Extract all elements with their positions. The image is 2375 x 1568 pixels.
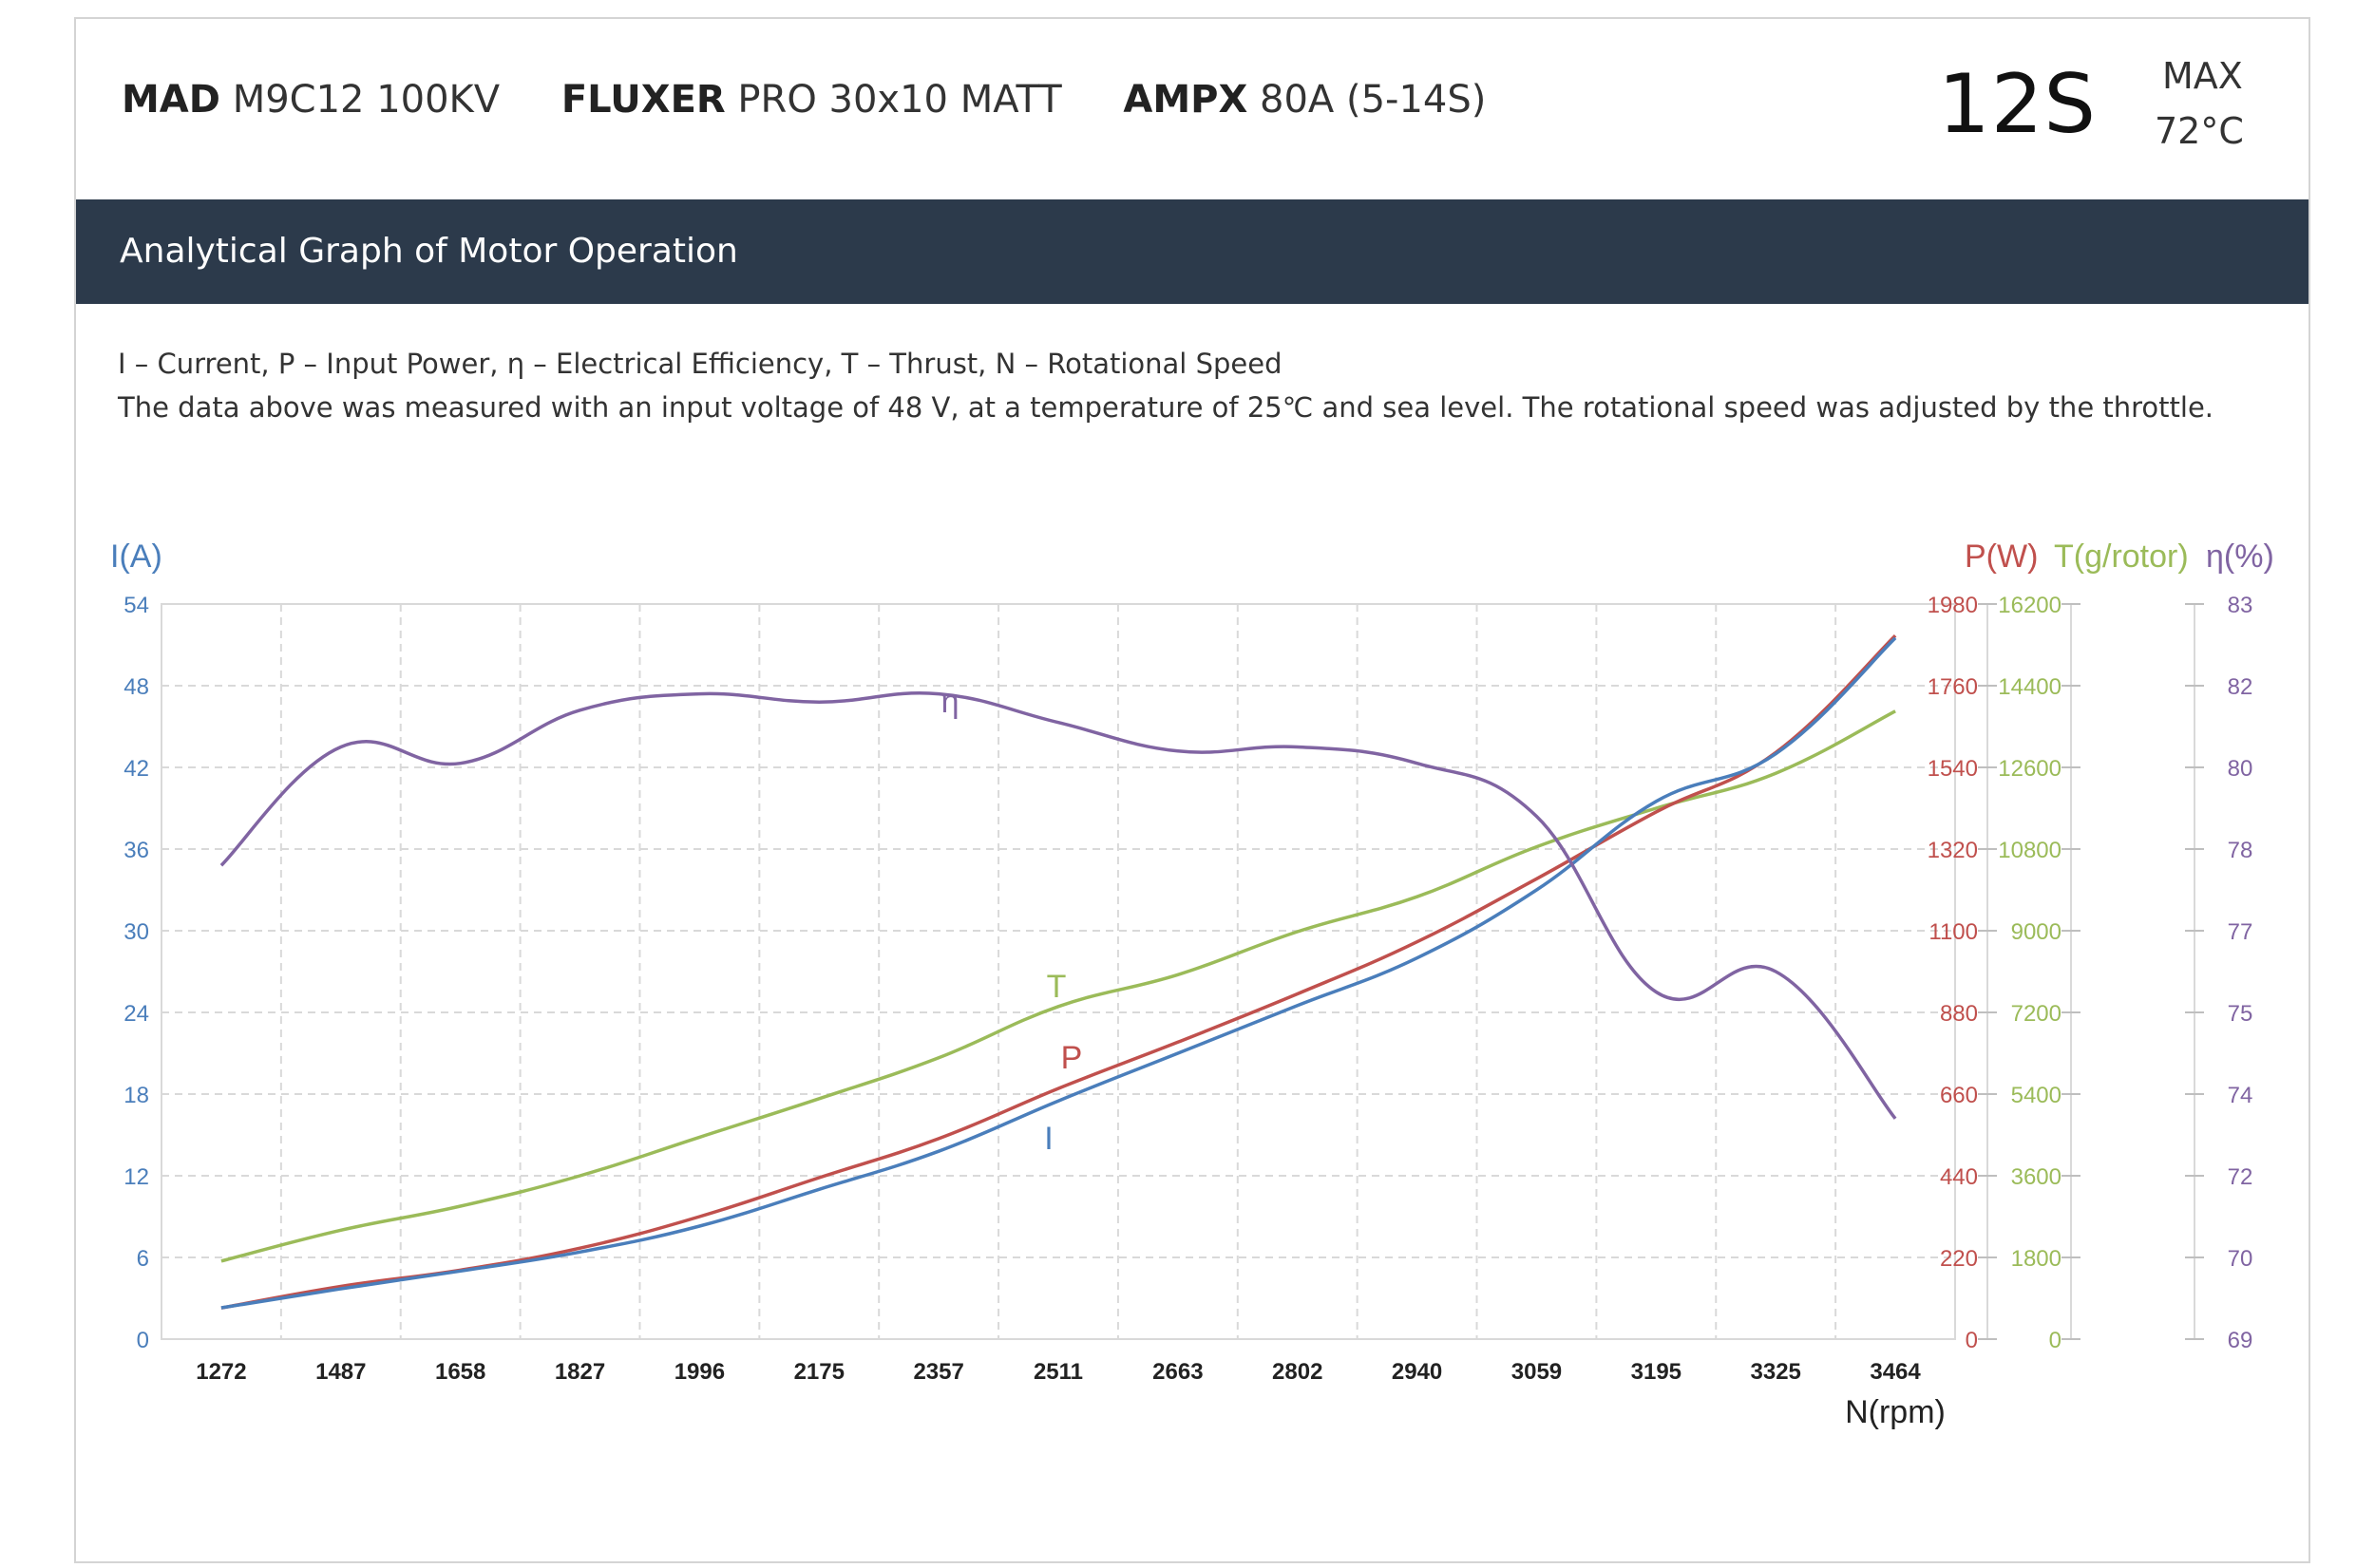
efficiency-axis-label: η(%) <box>2206 538 2274 575</box>
efficiency-tick-label: 72 <box>2228 1164 2253 1190</box>
propeller-brand: FLUXER <box>560 78 726 122</box>
power-tick-label: 0 <box>1966 1328 1978 1353</box>
left-tick-label: 54 <box>124 593 149 618</box>
thrust-axis-label: T(g/rotor) <box>2054 538 2189 575</box>
x-tick-label: 1272 <box>196 1359 246 1385</box>
left-axis-label: I(A) <box>110 538 162 575</box>
legend-description: I – Current, P – Input Power, η – Electr… <box>118 348 1282 380</box>
left-tick-label: 48 <box>124 674 149 700</box>
thrust-tick-label: 0 <box>2049 1328 2062 1353</box>
plot-frame <box>161 603 1956 1340</box>
thrust-tick-label: 14400 <box>1998 674 2062 700</box>
left-tick-label: 18 <box>124 1083 149 1108</box>
x-tick-label: 1487 <box>315 1359 366 1385</box>
max-temp-label: MAX <box>2162 55 2243 97</box>
cell-count: 12S <box>1938 57 2098 152</box>
efficiency-tick-label: 69 <box>2228 1328 2253 1353</box>
efficiency-tick-label: 75 <box>2228 1001 2253 1027</box>
power-tick-label: 1540 <box>1928 756 1978 782</box>
max-temp-value: 72°C <box>2155 110 2244 152</box>
propeller-model: PRO 30x10 MATT <box>737 78 1062 122</box>
power-tick-label: 660 <box>1940 1083 1978 1108</box>
thrust-tick-label: 9000 <box>2011 919 2062 945</box>
power-tick-label: 220 <box>1940 1246 1978 1272</box>
x-tick-label: 2802 <box>1272 1359 1322 1385</box>
x-tick-label: 1827 <box>555 1359 605 1385</box>
x-tick-label: 1658 <box>435 1359 485 1385</box>
efficiency-tick-label: 82 <box>2228 674 2253 700</box>
thrust-series-label: T <box>1047 969 1067 1005</box>
motor-model: M9C12 100KV <box>232 78 501 122</box>
esc-brand: AMPX <box>1123 78 1248 122</box>
x-tick-label: 3195 <box>1631 1359 1682 1385</box>
power-axis-label: P(W) <box>1965 538 2038 575</box>
x-tick-label: 3464 <box>1870 1359 1921 1385</box>
left-tick-label: 0 <box>137 1328 149 1353</box>
power-tick-label: 440 <box>1940 1164 1978 1190</box>
power-tick-label: 880 <box>1940 1001 1978 1027</box>
spec-line: MAD M9C12 100KV FLUXER PRO 30x10 MATT AM… <box>122 78 1535 122</box>
x-tick-label: 2175 <box>794 1359 845 1385</box>
left-tick-label: 6 <box>137 1246 149 1272</box>
esc-model: 80A (5-14S) <box>1260 78 1487 122</box>
x-tick-label: 3059 <box>1511 1359 1562 1385</box>
left-tick-label: 30 <box>124 919 149 945</box>
motor-spec: MAD M9C12 100KV <box>122 78 500 122</box>
left-tick-label: 24 <box>124 1001 149 1027</box>
x-tick-label: 2940 <box>1392 1359 1442 1385</box>
efficiency-tick-label: 78 <box>2228 838 2253 863</box>
efficiency-tick-label: 74 <box>2228 1083 2253 1108</box>
left-tick-label: 36 <box>124 838 149 863</box>
thrust-tick-label: 1800 <box>2011 1246 2062 1272</box>
current-series-label: I <box>1044 1121 1053 1157</box>
left-tick-label: 42 <box>124 756 149 782</box>
thrust-tick-label: 5400 <box>2011 1083 2062 1108</box>
motor-card: MAD M9C12 100KV FLUXER PRO 30x10 MATT AM… <box>74 17 2310 1563</box>
section-title: Analytical Graph of Motor Operation <box>120 232 738 271</box>
power-tick-label: 1760 <box>1928 674 1978 700</box>
thrust-tick-label: 12600 <box>1998 756 2062 782</box>
x-axis-label: N(rpm) <box>1845 1394 1946 1430</box>
thrust-tick-label: 7200 <box>2011 1001 2062 1027</box>
x-tick-label: 3325 <box>1751 1359 1801 1385</box>
x-tick-label: 2357 <box>913 1359 963 1385</box>
thrust-tick-label: 16200 <box>1998 593 2062 618</box>
current-series-line <box>220 636 1897 1310</box>
thrust-tick-label: 3600 <box>2011 1164 2062 1190</box>
x-tick-label: 1996 <box>674 1359 725 1385</box>
efficiency-tick-label: 83 <box>2228 593 2253 618</box>
power-tick-label: 1320 <box>1928 838 1978 863</box>
efficiency-tick-label: 80 <box>2228 756 2253 782</box>
description: I – Current, P – Input Power, η – Electr… <box>118 342 2214 429</box>
propeller-spec: FLUXER PRO 30x10 MATT <box>561 78 1062 122</box>
left-tick-label: 12 <box>124 1164 149 1190</box>
power-tick-label: 1100 <box>1928 919 1978 945</box>
thrust-tick-label: 10800 <box>1998 838 2062 863</box>
efficiency-series-line <box>219 690 1897 1120</box>
section-banner: Analytical Graph of Motor Operation <box>76 199 2308 304</box>
power-tick-label: 1980 <box>1928 593 1978 618</box>
efficiency-series-label: η <box>941 684 960 720</box>
measurement-note: The data above was measured with an inpu… <box>118 391 2214 424</box>
x-tick-label: 2663 <box>1152 1359 1203 1385</box>
efficiency-tick-label: 70 <box>2228 1246 2253 1272</box>
motor-brand: MAD <box>122 78 220 122</box>
x-tick-label: 2511 <box>1034 1359 1083 1385</box>
efficiency-tick-label: 77 <box>2228 919 2253 945</box>
esc-spec: AMPX 80A (5-14S) <box>1123 78 1486 122</box>
power-series-label: P <box>1061 1040 1083 1076</box>
